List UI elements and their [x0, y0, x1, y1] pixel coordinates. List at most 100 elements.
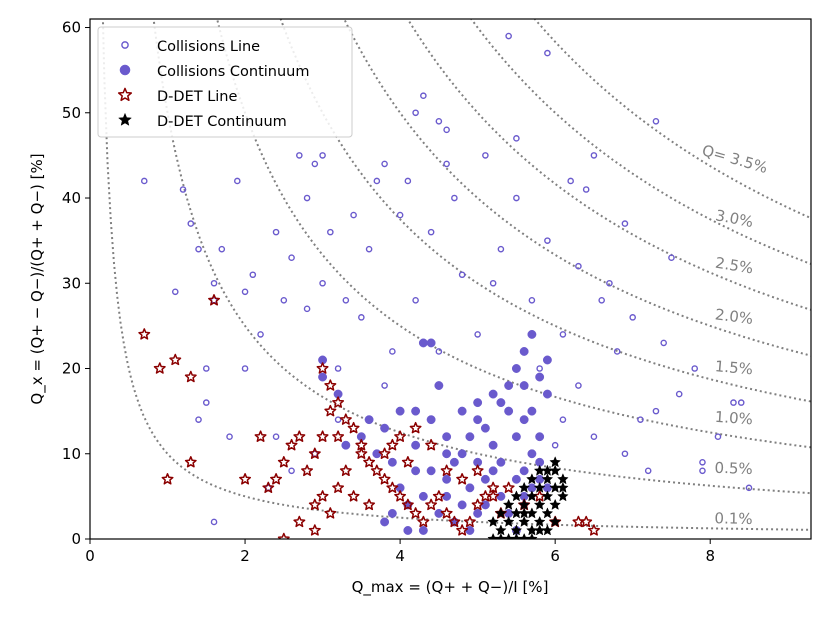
point-1-48 [488, 389, 498, 399]
point-1-9 [457, 449, 467, 459]
point-2-27 [409, 507, 422, 519]
point-2-16 [324, 379, 337, 391]
point-3-7 [541, 490, 554, 502]
point-1-52 [527, 406, 537, 416]
point-0-51 [241, 365, 249, 372]
point-0-82 [218, 245, 226, 253]
contour-label-2: 2.5% [714, 254, 754, 278]
point-2-22 [370, 464, 383, 477]
point-0-80 [234, 177, 241, 185]
point-2-48 [378, 447, 391, 459]
point-0-13 [420, 92, 427, 100]
point-0-76 [567, 177, 574, 185]
legend-box [97, 26, 353, 138]
x-tick-label-2: 4 [395, 547, 405, 565]
point-0-64 [590, 433, 598, 441]
point-0-45 [140, 177, 148, 185]
point-0-71 [350, 211, 357, 219]
point-1-21 [542, 355, 552, 365]
point-2-9 [270, 473, 283, 485]
y-tick-label-6: 60 [62, 19, 81, 37]
point-2-19 [347, 421, 360, 434]
point-3-17 [495, 507, 507, 519]
point-2-34 [463, 515, 476, 528]
point-2-24 [386, 481, 399, 494]
point-2-59 [277, 532, 290, 539]
legend-marker-3 [118, 112, 132, 126]
point-2-68 [332, 430, 345, 442]
point-0-19 [427, 228, 435, 236]
point-0-75 [513, 135, 520, 142]
point-1-11 [473, 415, 483, 425]
point-0-36 [288, 254, 295, 261]
point-3-39 [533, 524, 546, 536]
point-2-23 [378, 473, 391, 485]
point-0-6 [730, 399, 737, 406]
point-1-69 [511, 474, 521, 484]
point-2-46 [347, 490, 360, 502]
point-0-50 [226, 433, 233, 441]
point-0-44 [171, 288, 179, 296]
point-1-35 [434, 508, 444, 518]
point-2-1 [153, 362, 166, 374]
point-2-44 [316, 490, 329, 502]
point-0-88 [652, 407, 660, 415]
point-1-8 [442, 432, 452, 442]
point-2-53 [456, 473, 469, 485]
point-0-56 [358, 314, 365, 321]
contour-4 [279, 19, 811, 403]
contour-label-5: 1.0% [714, 408, 753, 429]
point-0-25 [559, 331, 567, 338]
contour-label-6: 0.5% [714, 459, 753, 478]
legend-label-0: Collisions Line [157, 39, 260, 55]
contour-3 [343, 19, 811, 357]
point-2-26 [401, 498, 414, 511]
point-2-12 [293, 430, 306, 442]
point-1-5 [395, 406, 405, 416]
point-0-83 [249, 271, 257, 279]
point-0-14 [435, 117, 443, 125]
point-1-68 [488, 466, 498, 476]
point-2-65 [254, 430, 267, 442]
point-2-60 [293, 515, 306, 528]
point-1-70 [527, 449, 537, 459]
point-2-32 [448, 515, 461, 528]
point-3-11 [541, 473, 554, 485]
point-0-0 [505, 32, 512, 40]
point-1-55 [465, 483, 475, 493]
point-0-72 [373, 177, 381, 185]
point-3-12 [533, 481, 546, 493]
point-0-65 [621, 450, 629, 458]
point-0-43 [179, 186, 187, 193]
point-2-31 [440, 507, 453, 519]
legend-label-3: D-DET Continuum [157, 114, 287, 130]
point-1-20 [535, 372, 545, 382]
point-3-23 [549, 456, 562, 468]
point-2-5 [184, 456, 197, 468]
point-0-39 [210, 279, 218, 287]
point-0-4 [621, 220, 629, 227]
point-2-70 [386, 438, 399, 451]
point-2-6 [208, 294, 221, 306]
point-0-34 [303, 194, 311, 202]
point-1-22 [542, 389, 552, 399]
point-3-36 [487, 532, 500, 539]
point-2-66 [316, 430, 329, 442]
contour-7 [101, 19, 811, 531]
point-1-64 [403, 526, 413, 535]
point-0-8 [691, 365, 699, 372]
point-1-56 [426, 466, 436, 476]
point-0-57 [365, 245, 373, 253]
point-1-18 [527, 329, 537, 339]
point-2-30 [432, 490, 445, 502]
point-1-7 [426, 415, 436, 425]
point-2-2 [169, 353, 182, 366]
legend-label-2: D-DET Line [157, 89, 237, 105]
point-2-51 [425, 438, 438, 451]
point-0-32 [319, 152, 326, 159]
point-0-18 [404, 177, 412, 185]
point-2-43 [308, 498, 321, 511]
point-0-52 [272, 433, 280, 441]
point-2-15 [316, 362, 329, 374]
point-0-11 [575, 262, 582, 270]
